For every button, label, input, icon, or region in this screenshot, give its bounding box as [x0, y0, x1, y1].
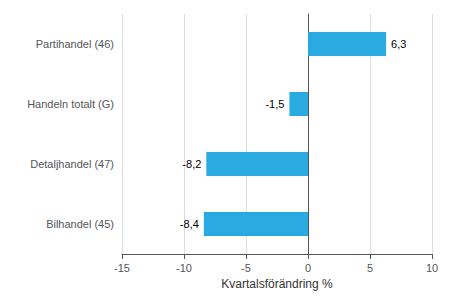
svg-text:5: 5	[367, 262, 373, 274]
svg-text:Partihandel (46): Partihandel (46)	[36, 38, 114, 50]
svg-text:Handeln totalt (G): Handeln totalt (G)	[27, 98, 114, 110]
svg-text:Detaljhandel (47): Detaljhandel (47)	[30, 158, 114, 170]
svg-text:-1,5: -1,5	[265, 98, 284, 110]
svg-text:-10: -10	[176, 262, 192, 274]
svg-text:10: 10	[426, 262, 438, 274]
svg-text:0: 0	[305, 262, 311, 274]
svg-text:Bilhandel (45): Bilhandel (45)	[46, 218, 114, 230]
svg-text:Kvartalsförändring %: Kvartalsförändring %	[221, 277, 333, 291]
svg-text:6,3: 6,3	[391, 38, 406, 50]
svg-text:-15: -15	[114, 262, 130, 274]
svg-text:-5: -5	[241, 262, 251, 274]
svg-text:-8,2: -8,2	[182, 158, 201, 170]
svg-text:-8,4: -8,4	[180, 218, 199, 230]
